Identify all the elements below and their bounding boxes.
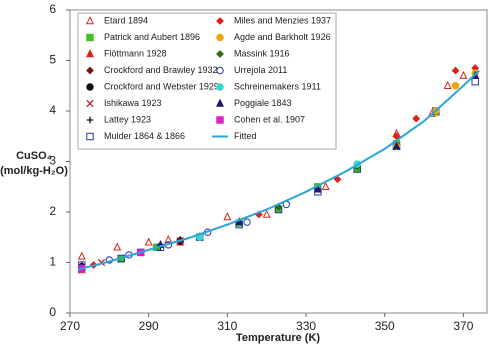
legend-swatch	[86, 116, 94, 124]
data-point	[321, 181, 330, 190]
legend-label: Crockford and Webster 1929	[104, 81, 219, 91]
legend-box	[77, 12, 337, 150]
legend-swatch	[216, 17, 224, 25]
legend-swatch	[85, 49, 95, 58]
legend-swatch	[215, 98, 225, 107]
data-point	[333, 175, 342, 184]
data-point	[243, 218, 251, 226]
x-tick-label: 310	[217, 319, 237, 333]
legend-label: Crockford and Brawley 1932	[104, 65, 218, 75]
data-point	[392, 141, 401, 150]
data-point	[451, 66, 460, 75]
legend-swatch	[216, 50, 224, 58]
legend-swatch	[86, 132, 94, 141]
legend-swatch	[86, 99, 94, 108]
legend-label: Cohen et al. 1907	[234, 114, 305, 124]
legend-label: Flöttmann 1928	[104, 48, 167, 58]
legend-swatch	[216, 116, 224, 124]
x-tick-label: 270	[60, 319, 80, 333]
data-point	[412, 114, 421, 123]
legend-label: Massink 1916	[234, 48, 290, 58]
data-point	[443, 80, 452, 89]
data-point	[262, 209, 271, 218]
legend-label: Urrejola 2011	[234, 65, 287, 75]
data-point	[144, 237, 153, 246]
legend-label: Agde and Barkholt 1926	[234, 32, 331, 42]
data-point	[451, 82, 460, 90]
x-tick-label: 290	[139, 319, 159, 333]
x-tick-label: 330	[296, 319, 316, 333]
legend-swatch	[216, 66, 224, 75]
data-point	[471, 78, 479, 86]
legend-label: Ishikawa 1923	[104, 98, 162, 108]
data-point	[313, 184, 322, 193]
legend-label: Miles and Menzies 1937	[234, 15, 331, 25]
y-tick-label: 1	[49, 255, 56, 269]
y-axis-label: (mol/kg-H₂O)	[0, 165, 68, 177]
data-point	[113, 242, 122, 251]
y-tick-label: 5	[49, 53, 56, 67]
legend-swatch	[216, 83, 224, 91]
legend-swatch	[86, 33, 94, 42]
y-tick-label: 3	[49, 154, 56, 168]
y-tick-label: 4	[49, 103, 56, 117]
y-axis-label: CuSO₄	[16, 150, 52, 162]
legend-label: Poggiale 1843	[234, 98, 292, 108]
legend-label: Lattey 1923	[104, 114, 151, 124]
legend-swatch	[85, 16, 95, 25]
legend-label: Mulder 1864 & 1866	[104, 131, 185, 141]
legend-swatch	[86, 83, 94, 91]
y-tick-label: 2	[49, 204, 56, 218]
legend-label: Etard 1894	[104, 15, 148, 25]
data-point	[459, 70, 468, 79]
legend-label: Schreinemakers 1911	[234, 81, 321, 91]
legend-swatch	[86, 66, 94, 75]
data-point	[223, 212, 232, 221]
legend-swatch	[216, 33, 224, 42]
data-point	[77, 251, 86, 260]
legend-label: Fitted	[234, 131, 257, 141]
fitted-line	[77, 69, 480, 271]
x-tick-label: 350	[375, 319, 395, 333]
y-tick-label: 6	[49, 2, 56, 16]
data-point	[164, 234, 173, 243]
x-tick-label: 370	[453, 319, 473, 333]
y-tick-label: 0	[49, 305, 56, 319]
x-axis-label: Temperature (K)	[236, 332, 320, 344]
legend-label: Patrick and Aubert 1896	[104, 32, 200, 42]
